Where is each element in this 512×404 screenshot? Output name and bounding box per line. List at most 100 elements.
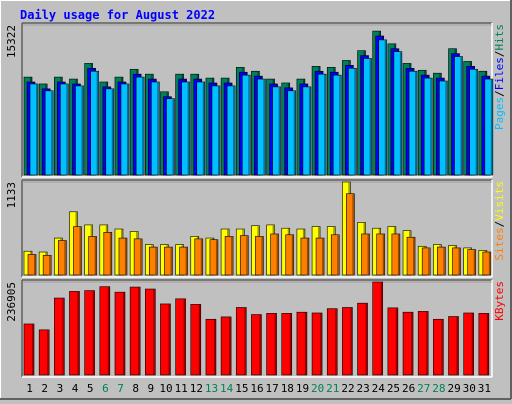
bar-kbytes-day-25 <box>387 307 399 376</box>
bar-shade <box>248 75 250 175</box>
bar-shade <box>486 313 489 375</box>
bar-sites-day-12 <box>194 238 204 276</box>
bar-kbytes-day-15 <box>235 307 247 376</box>
bar-kbytes-day-11 <box>175 298 186 376</box>
bar-shade <box>126 84 129 175</box>
bar-sites-day-21 <box>330 234 340 276</box>
bar-pages-day-4 <box>75 85 84 176</box>
bar-kbytes-day-6 <box>99 286 111 376</box>
bar-kbytes-day-2 <box>38 329 50 376</box>
bar-shade <box>322 238 324 275</box>
bar-shade <box>187 82 190 175</box>
x-tick-label: 2 <box>41 382 48 395</box>
bar-pages-day-3 <box>60 83 69 176</box>
bar-shade <box>490 79 493 175</box>
bar-pages-day-28 <box>439 80 448 176</box>
bar-shade <box>109 232 112 275</box>
bar-shade <box>471 313 474 375</box>
bar-shade <box>460 57 463 175</box>
bar-shade <box>36 84 38 175</box>
bar-shade <box>380 282 383 375</box>
bar-shade <box>96 71 99 175</box>
bar-shade <box>291 235 294 275</box>
bar-pages-day-27 <box>423 77 433 176</box>
bar-sites-day-8 <box>133 238 143 276</box>
bar-shade <box>306 238 309 275</box>
bar-pages-day-12 <box>196 81 206 176</box>
bar-kbytes-day-13 <box>205 318 217 376</box>
bar-shade <box>456 317 459 375</box>
bar-sites-day-23 <box>361 233 370 276</box>
bar-shade <box>138 287 140 375</box>
bar-sites-day-26 <box>406 236 416 276</box>
bar-shade <box>308 87 311 175</box>
x-tick-label: 11 <box>175 382 188 395</box>
bar-sites-day-25 <box>391 233 401 276</box>
bar-sites-day-15 <box>239 235 249 276</box>
x-tick-label: 6 <box>102 382 109 395</box>
bar-shade <box>382 234 385 275</box>
legend-item: Files <box>493 57 506 90</box>
legend-item: Pages <box>493 97 506 130</box>
bar-shade <box>202 82 205 175</box>
x-tick-label: 19 <box>296 382 309 395</box>
bar-pages-day-5 <box>90 70 99 176</box>
x-tick-label: 20 <box>311 382 324 395</box>
bar-shade <box>142 77 144 175</box>
x-tick-label: 30 <box>463 382 476 395</box>
x-tick-label: 14 <box>220 382 234 395</box>
bar-sites-day-1 <box>27 254 37 276</box>
bar-shade <box>259 315 261 375</box>
legend-kbytes: KBytes <box>493 281 506 321</box>
bar-sites-day-5 <box>88 236 97 276</box>
legend-item: / <box>493 221 506 228</box>
bar-sites-day-24 <box>376 233 386 276</box>
bar-kbytes-day-30 <box>463 312 474 376</box>
bar-shade <box>335 309 337 375</box>
bar-sites-day-10 <box>164 246 173 276</box>
x-tick-label: 17 <box>266 382 279 395</box>
bar-shade <box>233 86 235 175</box>
x-tick-label: 15 <box>235 382 248 395</box>
bar-sites-day-18 <box>285 234 295 276</box>
bar-shade <box>94 236 97 275</box>
bar-sites-day-28 <box>437 246 446 276</box>
bar-kbytes-day-12 <box>190 304 202 376</box>
bar-pages-day-22 <box>348 67 357 176</box>
bar-pages-day-19 <box>302 86 312 176</box>
bar-shade <box>445 81 447 175</box>
bar-shade <box>441 319 443 375</box>
bar-sites-day-19 <box>300 237 310 276</box>
bar-shade <box>92 291 95 375</box>
bar-kbytes-day-24 <box>372 281 384 376</box>
bar-shade <box>263 79 265 175</box>
x-tick-label: 28 <box>432 382 445 395</box>
x-tick-label: 12 <box>190 382 203 395</box>
bar-kbytes-day-1 <box>23 323 35 376</box>
x-tick-label: 24 <box>372 382 386 395</box>
x-tick-label: 8 <box>132 382 139 395</box>
y-axis-max-label: 236905 <box>5 282 18 322</box>
chart-title: Daily usage for August 2022 <box>20 8 215 22</box>
bar-shade <box>289 313 292 375</box>
bar-shade <box>443 247 445 275</box>
bar-sites-day-11 <box>179 246 188 276</box>
bar-shade <box>293 91 296 175</box>
bar-shade <box>64 241 66 275</box>
bar-shade <box>415 71 417 175</box>
bar-shade <box>66 84 68 175</box>
bar-shade <box>124 238 127 275</box>
y-axis-max-label: 15322 <box>5 25 18 58</box>
bar-shade <box>107 287 110 375</box>
bar-sites-day-6 <box>103 232 113 276</box>
bar-shade <box>475 69 478 175</box>
bar-shade <box>384 40 387 175</box>
bar-shade <box>140 239 142 275</box>
bar-kbytes-day-5 <box>84 290 95 376</box>
bar-kbytes-day-29 <box>448 316 459 376</box>
bar-kbytes-day-31 <box>478 313 490 376</box>
x-tick-label: 7 <box>117 382 124 395</box>
bar-sites-day-29 <box>452 247 461 276</box>
